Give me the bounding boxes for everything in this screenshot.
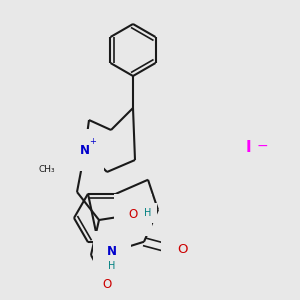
- Text: CH₃: CH₃: [38, 166, 55, 175]
- Text: +: +: [90, 136, 96, 146]
- Text: N: N: [80, 143, 90, 157]
- Text: −: −: [256, 139, 268, 153]
- Text: N: N: [107, 245, 117, 258]
- Text: O: O: [177, 243, 187, 256]
- Text: H: H: [108, 261, 116, 271]
- Text: O: O: [102, 278, 112, 292]
- Text: H: H: [144, 208, 152, 218]
- Text: I: I: [245, 140, 251, 155]
- Text: O: O: [128, 208, 138, 221]
